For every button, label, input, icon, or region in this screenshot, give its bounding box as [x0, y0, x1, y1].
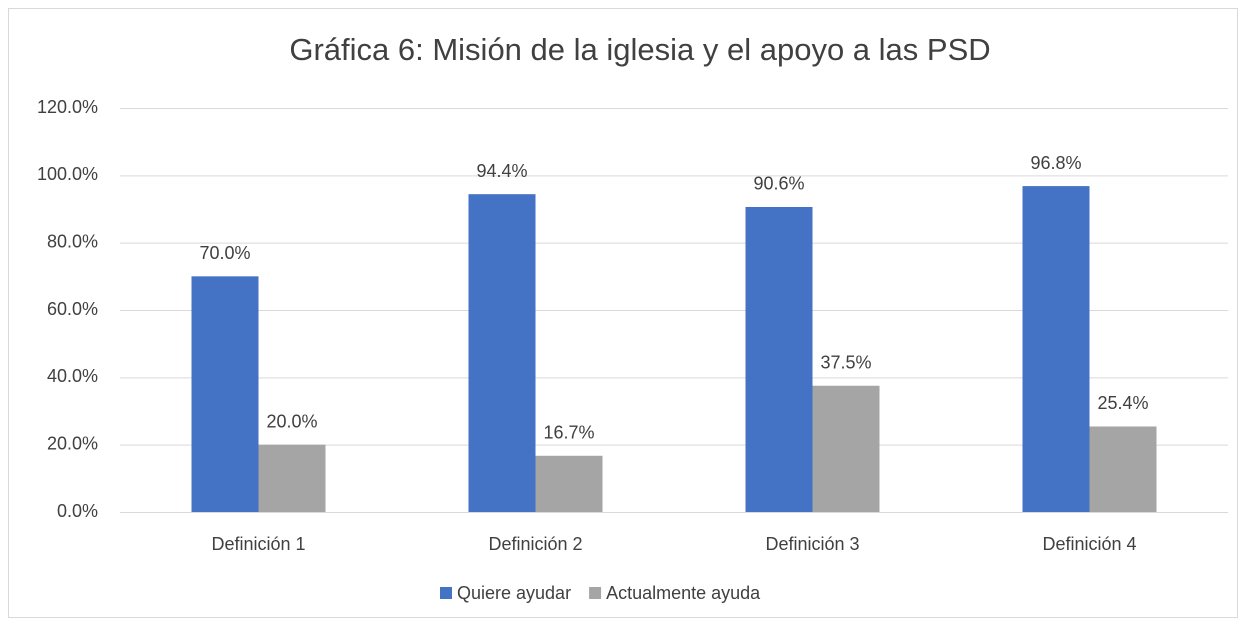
- bar: [258, 444, 326, 512]
- bar: [535, 455, 603, 512]
- bar: [812, 385, 880, 512]
- bar: [468, 194, 536, 513]
- data-label: 25.4%: [1097, 393, 1148, 413]
- bar: [745, 206, 813, 513]
- y-tick-label: 80.0%: [47, 231, 98, 251]
- bar: [191, 276, 259, 512]
- data-label: 70.0%: [199, 243, 250, 263]
- data-label: 96.8%: [1030, 153, 1081, 173]
- legend-swatch: [589, 587, 602, 599]
- data-label: 20.0%: [266, 411, 317, 431]
- legend-label: Quiere ayudar: [457, 583, 571, 603]
- bar: [1022, 186, 1090, 512]
- legend-swatch: [440, 587, 452, 599]
- data-label: 16.7%: [543, 423, 594, 443]
- chart-title: Gráfica 6: Misión de la iglesia y el apo…: [289, 32, 990, 67]
- y-tick-label: 60.0%: [47, 299, 98, 319]
- x-tick-label: Definición 4: [1042, 534, 1136, 554]
- data-label: 90.6%: [753, 174, 804, 194]
- y-tick-label: 40.0%: [47, 366, 98, 386]
- y-tick-label: 120.0%: [37, 97, 98, 117]
- data-label: 37.5%: [820, 353, 871, 373]
- x-tick-label: Definición 3: [765, 534, 859, 554]
- bar: [1089, 426, 1157, 512]
- x-tick-label: Definición 1: [211, 534, 305, 554]
- legend-label: Actualmente ayuda: [606, 583, 761, 603]
- y-tick-label: 20.0%: [47, 433, 98, 453]
- y-tick-label: 100.0%: [37, 164, 98, 184]
- data-label: 94.4%: [476, 161, 527, 181]
- y-tick-label: 0.0%: [57, 501, 98, 521]
- x-tick-label: Definición 2: [488, 534, 582, 554]
